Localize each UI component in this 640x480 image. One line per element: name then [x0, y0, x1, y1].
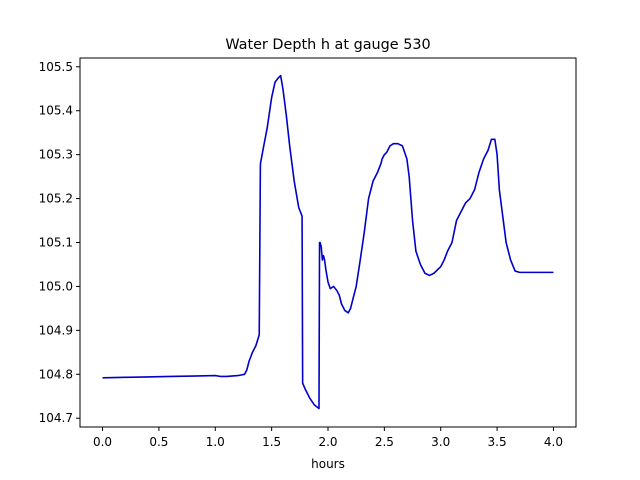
x-tick-label: 2.0 [318, 435, 337, 449]
y-tick-label: 104.7 [39, 411, 73, 425]
x-tick-label: 1.0 [206, 435, 225, 449]
x-tick-label: 0.5 [149, 435, 168, 449]
y-tick-label: 105.2 [39, 192, 73, 206]
y-tick-label: 105.0 [39, 279, 73, 293]
plot-area [102, 74, 554, 410]
y-tick-label: 105.5 [39, 60, 73, 74]
y-tick-label: 105.1 [39, 236, 73, 250]
y-tick-label: 105.3 [39, 148, 73, 162]
y-tick-label: 104.9 [39, 323, 73, 337]
x-tick-label: 4.0 [544, 435, 563, 449]
x-tick-label: 1.5 [262, 435, 281, 449]
x-axis: 0.0 0.5 1.0 1.5 2.0 2.5 3.0 3.5 4.0 [93, 427, 563, 449]
x-tick-label: 2.5 [375, 435, 394, 449]
x-tick-label: 3.0 [431, 435, 450, 449]
series-line-0 [102, 74, 554, 410]
plot-frame [79, 57, 577, 428]
x-tick-label: 3.5 [488, 435, 507, 449]
x-axis-title: hours [311, 457, 345, 471]
chart-title: Water Depth h at gauge 530 [225, 37, 430, 53]
y-axis: 104.7 104.8 104.9 105.0 105.1 105.2 105.3 105.4… [39, 60, 80, 425]
x-tick-label: 0.0 [93, 435, 112, 449]
y-tick-label: 105.4 [39, 104, 73, 118]
y-tick-label: 104.8 [39, 367, 73, 381]
